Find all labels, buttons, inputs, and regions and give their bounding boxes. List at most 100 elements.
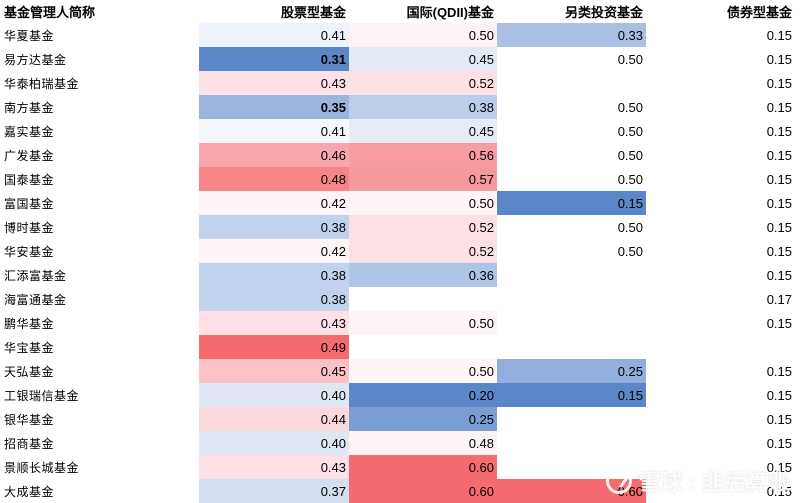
manager-name-cell: 华宝基金	[4, 340, 55, 355]
table-row: 鹏华基金 0.43 0.50 0.15	[0, 311, 795, 335]
bond-value-cell: 0.15	[646, 263, 795, 287]
qdii-value-cell: 0.50	[349, 359, 497, 383]
table-row: 南方基金 0.35 0.38 0.50 0.15	[0, 95, 795, 119]
alternative-value-cell	[497, 431, 646, 455]
header-row: 基金管理人简称 股票型基金 国际(QDII)基金 另类投资基金 债券型基金	[0, 0, 795, 23]
table-row: 博时基金 0.38 0.52 0.50 0.15	[0, 215, 795, 239]
alternative-value-cell: 0.25	[497, 359, 646, 383]
alternative-value-cell: 0.50	[497, 47, 646, 71]
table-row: 国泰基金 0.48 0.57 0.50 0.15	[0, 167, 795, 191]
manager-name-cell: 博时基金	[4, 220, 55, 235]
manager-name-cell: 汇添富基金	[4, 268, 67, 283]
qdii-value-cell: 0.52	[349, 215, 497, 239]
alternative-value-cell: 0.50	[497, 95, 646, 119]
qdii-value-cell: 0.50	[349, 23, 497, 47]
alternative-value-cell: 0.50	[497, 119, 646, 143]
equity-value-cell: 0.44	[199, 407, 349, 431]
manager-name-cell: 易方达基金	[4, 52, 67, 67]
header-alternative-fund: 另类投资基金	[564, 5, 643, 20]
bond-value-cell: 0.15	[646, 47, 795, 71]
manager-name-cell: 招商基金	[4, 436, 55, 451]
equity-value-cell: 0.49	[199, 335, 349, 359]
manager-name-cell: 银华基金	[4, 412, 55, 427]
table-row: 富国基金 0.42 0.50 0.15 0.15	[0, 191, 795, 215]
qdii-value-cell	[349, 287, 497, 311]
bond-value-cell: 0.15	[646, 119, 795, 143]
equity-value-cell: 0.41	[199, 119, 349, 143]
table-row: 招商基金 0.40 0.48 0.15	[0, 431, 795, 455]
alternative-value-cell	[497, 263, 646, 287]
manager-name-cell: 工银瑞信基金	[4, 388, 80, 403]
equity-value-cell: 0.41	[199, 23, 349, 47]
bond-value-cell: 0.15	[646, 215, 795, 239]
table-row: 天弘基金 0.45 0.50 0.25 0.15	[0, 359, 795, 383]
qdii-value-cell: 0.50	[349, 311, 497, 335]
table-row: 海富通基金 0.38 0.17	[0, 287, 795, 311]
qdii-value-cell: 0.20	[349, 383, 497, 407]
equity-value-cell: 0.38	[199, 287, 349, 311]
table-row: 华宝基金 0.49	[0, 335, 795, 359]
equity-value-cell: 0.31	[199, 47, 349, 71]
equity-value-cell: 0.42	[199, 191, 349, 215]
bond-value-cell: 0.15	[646, 479, 795, 503]
bond-value-cell: 0.15	[646, 167, 795, 191]
alternative-value-cell: 0.50	[497, 143, 646, 167]
bond-value-cell: 0.15	[646, 311, 795, 335]
equity-value-cell: 0.45	[199, 359, 349, 383]
watermark: 雪球 : 韭后算账	[606, 465, 790, 497]
alternative-value-cell: 0.50	[497, 215, 646, 239]
equity-value-cell: 0.35	[199, 95, 349, 119]
manager-name-cell: 鹏华基金	[4, 316, 55, 331]
alternative-value-cell: 0.50	[497, 167, 646, 191]
watermark-text: 雪球 : 韭后算账	[638, 470, 790, 495]
table-row: 嘉实基金 0.41 0.45 0.50 0.15	[0, 119, 795, 143]
qdii-value-cell: 0.56	[349, 143, 497, 167]
equity-value-cell: 0.40	[199, 383, 349, 407]
alternative-value-cell	[497, 71, 646, 95]
qdii-value-cell: 0.25	[349, 407, 497, 431]
qdii-value-cell	[349, 335, 497, 359]
table-row: 华安基金 0.42 0.52 0.50 0.15	[0, 239, 795, 263]
table-body: 华夏基金 0.41 0.50 0.33 0.15 易方达基金 0.31 0.45 0.50 0.1…	[0, 23, 795, 503]
bond-value-cell: 0.15	[646, 239, 795, 263]
table-row: 工银瑞信基金 0.40 0.20 0.15 0.15	[0, 383, 795, 407]
bond-value-cell: 0.15	[646, 71, 795, 95]
qdii-value-cell: 0.48	[349, 431, 497, 455]
equity-value-cell: 0.42	[199, 239, 349, 263]
bond-value-cell: 0.15	[646, 455, 795, 479]
bond-value-cell: 0.17	[646, 287, 795, 311]
qdii-value-cell: 0.60	[349, 479, 497, 503]
bond-value-cell: 0.15	[646, 407, 795, 431]
qdii-value-cell: 0.50	[349, 191, 497, 215]
header-qdii-fund: 国际(QDII)基金	[406, 5, 494, 20]
equity-value-cell: 0.43	[199, 71, 349, 95]
header-manager-name: 基金管理人简称	[4, 5, 96, 20]
bond-value-cell: 0.15	[646, 143, 795, 167]
qdii-value-cell: 0.45	[349, 119, 497, 143]
equity-value-cell: 0.43	[199, 311, 349, 335]
alternative-value-cell: 0.50	[497, 239, 646, 263]
manager-name-cell: 国泰基金	[4, 172, 55, 187]
qdii-value-cell: 0.60	[349, 455, 497, 479]
manager-name-cell: 华夏基金	[4, 28, 55, 43]
bond-value-cell: 0.15	[646, 23, 795, 47]
alternative-value-cell	[497, 407, 646, 431]
manager-name-cell: 嘉实基金	[4, 124, 55, 139]
manager-name-cell: 富国基金	[4, 196, 55, 211]
table-row: 易方达基金 0.31 0.45 0.50 0.15	[0, 47, 795, 71]
bond-value-cell	[646, 335, 795, 359]
manager-name-cell: 海富通基金	[4, 292, 67, 307]
bond-value-cell: 0.15	[646, 359, 795, 383]
equity-value-cell: 0.37	[199, 479, 349, 503]
equity-value-cell: 0.48	[199, 167, 349, 191]
qdii-value-cell: 0.45	[349, 47, 497, 71]
equity-value-cell: 0.38	[199, 263, 349, 287]
manager-name-cell: 景顺长城基金	[4, 460, 80, 475]
manager-name-cell: 南方基金	[4, 100, 55, 115]
qdii-value-cell: 0.52	[349, 71, 497, 95]
table-row: 大成基金 0.37 0.60 0.60 0.15	[0, 479, 795, 503]
qdii-value-cell: 0.38	[349, 95, 497, 119]
equity-value-cell: 0.38	[199, 215, 349, 239]
manager-name-cell: 华泰柏瑞基金	[4, 76, 80, 91]
